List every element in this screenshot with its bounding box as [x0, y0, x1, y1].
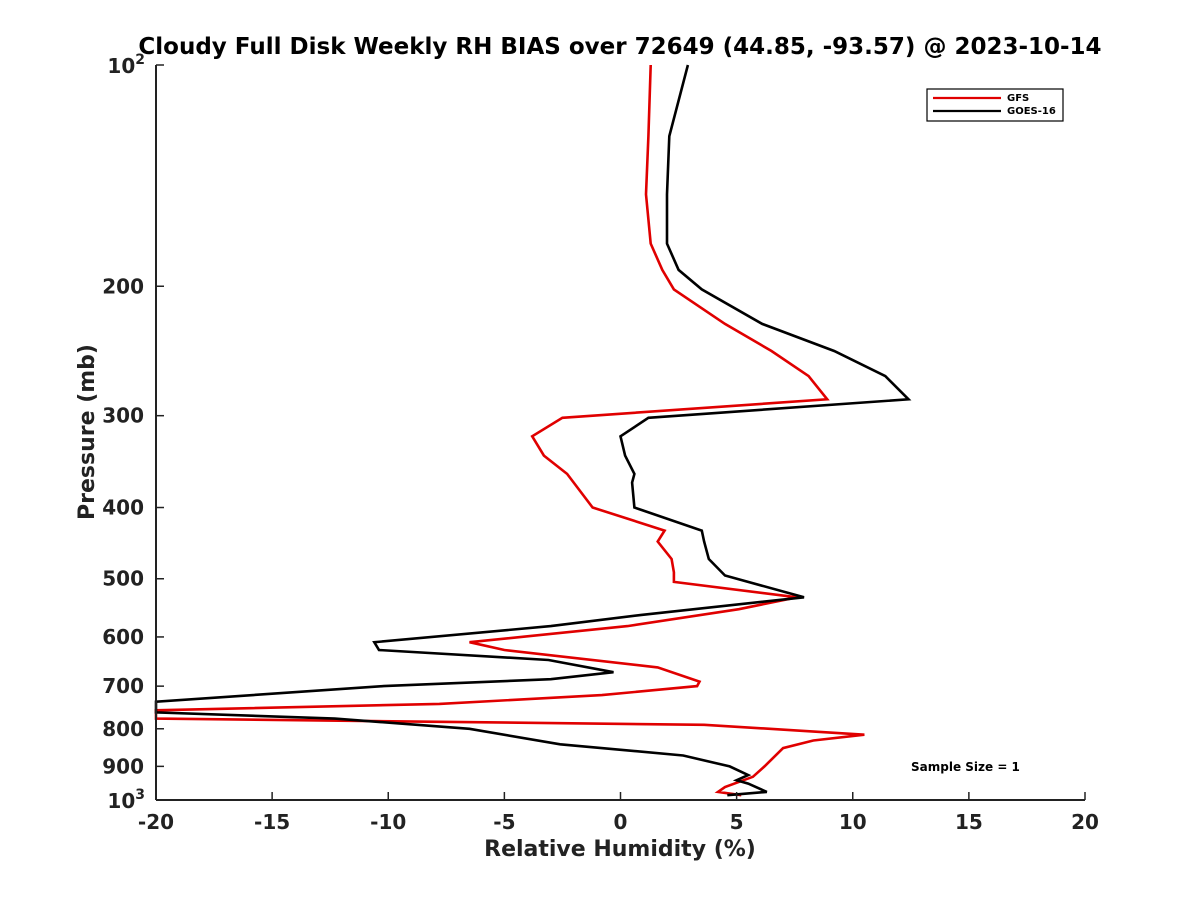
legend-label-goes16: GOES-16 — [1007, 106, 1056, 117]
sample-size-annotation: Sample Size = 1 — [911, 760, 1020, 774]
series-line-gfs — [154, 64, 865, 797]
x-tick-label: 0 — [614, 810, 628, 834]
x-tick-label: -10 — [370, 810, 406, 834]
x-tick-label: 10 — [839, 810, 867, 834]
x-ticks: -20 -15 -10 -5 0 5 10 15 20 — [138, 792, 1099, 834]
x-tick-label: -20 — [138, 810, 174, 834]
y-tick-label: 102 — [107, 52, 145, 78]
y-tick-label: 400 — [102, 496, 144, 520]
x-tick-label: 5 — [730, 810, 744, 834]
x-tick-label: -15 — [254, 810, 290, 834]
x-tick-label: -5 — [493, 810, 515, 834]
y-tick-label: 300 — [102, 404, 144, 428]
y-tick-label: 200 — [102, 274, 144, 298]
chart-title: Cloudy Full Disk Weekly RH BIAS over 726… — [138, 34, 1101, 60]
x-axis-label: Relative Humidity (%) — [484, 837, 756, 862]
y-tick-label: 700 — [102, 674, 144, 698]
series-line-goes16 — [154, 64, 912, 797]
x-tick-label: 20 — [1071, 810, 1099, 834]
y-tick-exponent: 3 — [135, 787, 145, 803]
y-tick-label: 900 — [102, 754, 144, 778]
y-axis-label: Pressure (mb) — [75, 344, 100, 520]
legend-box — [926, 88, 1064, 122]
plot-axes — [155, 65, 1085, 801]
y-tick-label: 800 — [102, 717, 144, 741]
y-tick-exponent: 2 — [135, 52, 145, 68]
legend: GFS GOES-16 — [926, 88, 1064, 122]
y-tick-label: 500 — [102, 567, 144, 591]
y-tick-label: 600 — [102, 625, 144, 649]
series-layer — [154, 64, 912, 797]
legend-label-gfs: GFS — [1007, 93, 1029, 104]
x-tick-label: 15 — [955, 810, 983, 834]
